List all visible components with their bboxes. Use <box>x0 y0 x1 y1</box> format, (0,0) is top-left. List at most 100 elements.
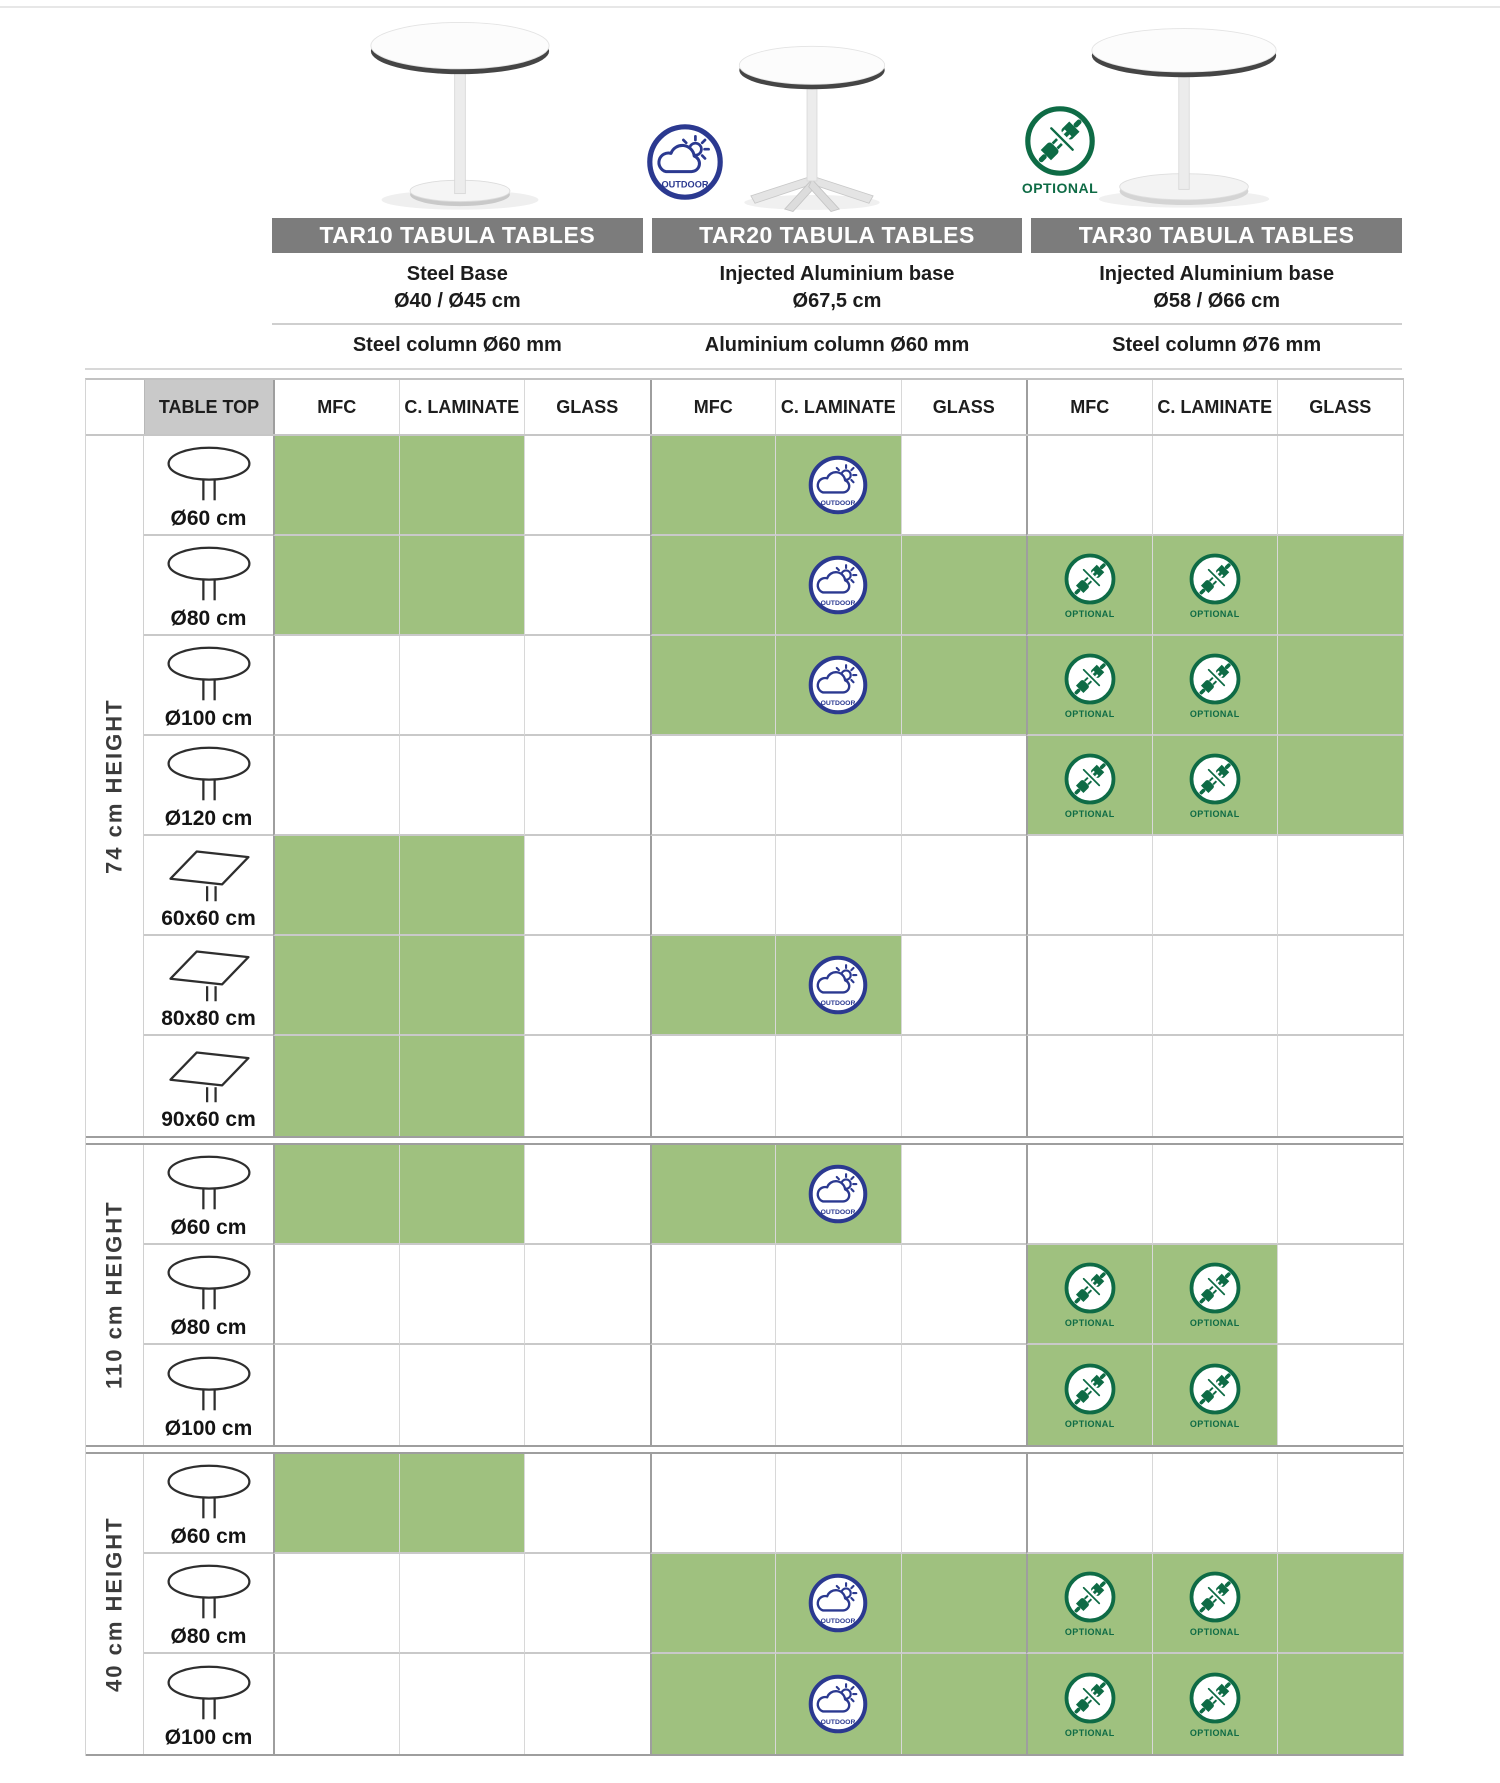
svg-text:OUTDOOR: OUTDOOR <box>821 1209 856 1216</box>
cell-available-optional: OPTIONAL <box>1026 1245 1152 1345</box>
outdoor-icon: OUTDOOR <box>808 655 868 715</box>
optional-plug-icon <box>1064 1363 1116 1414</box>
table-top-size: Ø100 cm <box>164 707 253 730</box>
table-top-row-label: Ø80 cm <box>144 1554 273 1654</box>
cell-unavailable <box>524 1245 650 1345</box>
cell-available-optional: OPTIONAL <box>1026 1345 1152 1445</box>
cell-unavailable <box>398 736 524 836</box>
tar10-glass-header: GLASS <box>524 380 650 434</box>
cell-available <box>273 936 399 1036</box>
table-top-size: Ø60 cm <box>170 507 247 530</box>
table-top-row-label: Ø120 cm <box>144 736 273 836</box>
optional-badge: OPTIONAL <box>1063 1671 1117 1738</box>
cell-unavailable <box>649 1345 776 1445</box>
svg-text:OUTDOOR: OUTDOOR <box>821 1000 856 1007</box>
cell-available <box>398 1145 524 1245</box>
cell-available-outdoor: OUTDOOR <box>775 436 901 536</box>
cell-available-outdoor: OUTDOOR <box>775 636 901 736</box>
round-top-icon <box>166 746 251 801</box>
tar20-title-bar: TAR20 TABULA TABLES <box>651 218 1023 253</box>
table-top-row-label: 90x60 cm <box>144 1036 273 1136</box>
cell-available <box>649 536 775 636</box>
cell-available <box>649 1654 775 1754</box>
optional-plug-icon <box>1064 653 1116 704</box>
optional-badge: OPTIONAL <box>1188 752 1242 819</box>
tar10-column-spec: Steel column Ø60 mm <box>352 334 562 356</box>
cell-available-optional: OPTIONAL <box>1026 1654 1152 1754</box>
cell-unavailable <box>900 1145 1026 1245</box>
cell-unavailable <box>273 1554 399 1654</box>
cell-available-optional: OPTIONAL <box>1026 736 1152 836</box>
cell-unavailable <box>524 1454 650 1554</box>
table-top-size: 90x60 cm <box>161 1108 256 1131</box>
table-top-row-label: Ø60 cm <box>144 436 273 536</box>
divider-above-matrix <box>85 368 1402 370</box>
cell-available-outdoor: OUTDOOR <box>775 1554 901 1654</box>
optional-plug-icon <box>1064 1571 1116 1622</box>
optional-badge: OPTIONAL <box>1188 1261 1242 1328</box>
cell-available-outdoor: OUTDOOR <box>775 936 901 1036</box>
tar20-base-description: Injected Aluminium base Ø67,5 cm <box>652 261 1023 315</box>
cell-unavailable <box>1277 1454 1403 1554</box>
cell-available <box>1277 636 1403 736</box>
square-top-icon <box>168 950 250 1002</box>
outdoor-icon: OUTDOOR <box>808 555 868 615</box>
tar30-mfc-header: MFC <box>1026 380 1152 434</box>
cell-unavailable <box>398 1654 525 1754</box>
optional-plug-icon <box>1064 753 1116 804</box>
tar20-mfc-header: MFC <box>649 380 776 434</box>
cell-available <box>649 636 775 736</box>
cell-available <box>649 936 775 1036</box>
cell-unavailable <box>273 736 399 836</box>
cell-unavailable <box>900 1036 1027 1136</box>
cell-unavailable <box>1277 1145 1403 1245</box>
page-top-divider <box>0 6 1500 8</box>
optional-badge: OPTIONAL <box>1188 1671 1242 1738</box>
cell-unavailable <box>1277 1036 1403 1136</box>
outdoor-icon: OUTDOOR <box>808 1164 868 1224</box>
round-top-icon <box>166 546 251 601</box>
cell-unavailable <box>900 936 1026 1036</box>
optional-plug-icon <box>1189 1571 1241 1622</box>
cell-available-outdoor: OUTDOOR <box>775 1145 901 1245</box>
cell-available <box>900 636 1026 736</box>
tar20-column-spec: Aluminium column Ø60 mm <box>704 334 970 356</box>
height-group-label: 110 cm HEIGHT <box>86 1145 144 1445</box>
cell-available-optional: OPTIONAL <box>1151 536 1277 636</box>
table-top-size: Ø60 cm <box>170 1216 247 1239</box>
cell-available <box>900 536 1026 636</box>
cell-unavailable <box>1026 1036 1152 1136</box>
optional-badge: OPTIONAL <box>1063 1261 1117 1328</box>
outdoor-badge-hero: OUTDOOR <box>647 124 723 200</box>
cell-unavailable <box>775 836 901 936</box>
table-top-size: Ø80 cm <box>170 1625 247 1648</box>
outdoor-icon: OUTDOOR <box>808 1674 868 1734</box>
tar30-base-description: Injected Aluminium base Ø58 / Ø66 cm <box>1031 261 1402 315</box>
table-top-row-label: Ø60 cm <box>144 1454 273 1554</box>
cell-unavailable <box>273 636 399 736</box>
cell-available-optional: OPTIONAL <box>1151 1245 1277 1345</box>
availability-matrix: TABLE TOP MFC C. LAMINATE GLASS MFC C. L… <box>85 378 1404 1756</box>
table-top-header: TABLE TOP <box>144 380 273 434</box>
cell-available <box>273 1454 399 1554</box>
optional-badge: OPTIONAL <box>1063 1362 1117 1429</box>
tar20-laminate-header: C. LAMINATE <box>775 380 901 434</box>
cell-unavailable <box>1277 1245 1403 1345</box>
cell-available-outdoor: OUTDOOR <box>775 1654 901 1754</box>
cell-unavailable <box>524 636 650 736</box>
height-group-label: 74 cm HEIGHT <box>86 436 144 1136</box>
product-title-bars: TAR10 TABULA TABLES TAR20 TABULA TABLES … <box>272 218 1402 253</box>
round-top-icon <box>166 646 251 701</box>
optional-plug-icon <box>1189 553 1241 604</box>
optional-plug-icon <box>1189 653 1241 704</box>
base-line1: Injected Aluminium base <box>1099 263 1335 285</box>
svg-text:OUTDOOR: OUTDOOR <box>821 700 856 707</box>
height-section: 74 cm HEIGHT Ø60 cm OUTDOOR Ø80 cm OUTDOO… <box>86 436 1403 1138</box>
round-top-icon <box>166 1464 251 1519</box>
cell-unavailable <box>1277 836 1403 936</box>
table-top-row-label: Ø80 cm <box>144 1245 273 1345</box>
cell-unavailable <box>649 1036 776 1136</box>
cell-available <box>273 436 399 536</box>
cell-available <box>398 1036 524 1136</box>
cell-unavailable <box>524 536 650 636</box>
